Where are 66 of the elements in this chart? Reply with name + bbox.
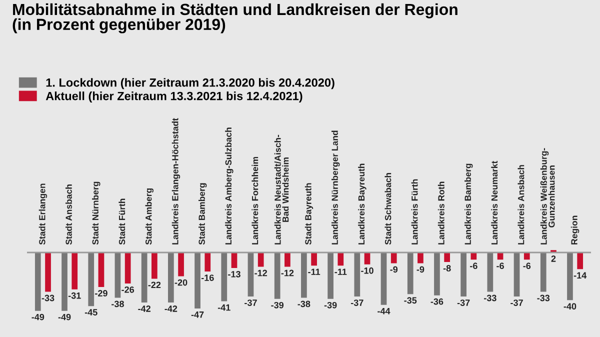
x-tick-label: Landkreis Ansbach [518,165,524,244]
data-label: -14 [574,272,587,278]
data-label: -16 [201,274,214,281]
data-label: -44 [378,308,390,314]
data-label: -29 [95,290,108,296]
data-label: -6 [523,262,531,270]
data-label: -36 [430,298,444,305]
data-label: -38 [112,300,124,308]
x-tick-label: Landkreis Fürth [411,179,418,244]
legend-label: 1. Lockdown (hier Zeitraum 21.3.2020 bis 20.4.2020) [46,78,334,90]
data-label: -11 [308,268,320,275]
x-tick-label: Region [570,216,580,244]
x-tick-label: Stadt Bayreuth [304,183,314,245]
data-label: -22 [148,282,161,288]
data-label: -12 [281,270,294,276]
x-tick-label: Stadt Erlangen [38,184,48,245]
chart-title: Mobilitätsabnahme in Städten und Landkreisen der Region (in Prozent gegenüber 2019) [12,3,458,34]
data-label: -42 [164,306,178,312]
data-label: -42 [138,306,150,312]
data-label: -39 [271,302,284,308]
x-tick-label: Landkreis Bayreuth [358,164,366,244]
data-label: -47 [191,312,204,318]
data-label: -33 [42,294,54,302]
x-tick-label: Stadt Ansbach [65,184,72,245]
x-tick-label: Landkreis Neumarkt [491,160,498,244]
x-tick-label: Stadt Bamberg [198,183,207,245]
data-label: -45 [84,309,98,316]
data-label: -35 [404,297,417,304]
data-label: -8 [443,265,451,272]
data-label: -9 [390,266,398,273]
data-label: -37 [244,300,257,306]
x-tick-label: Stadt Fürth [118,198,126,245]
data-label: 2 [551,256,556,262]
data-label: -39 [324,302,337,308]
data-label: -11 [334,268,347,275]
data-label: -10 [361,267,374,274]
data-label: -9 [416,266,424,273]
data-label: -33 [537,294,550,302]
data-label: -40 [564,303,576,310]
x-tick-label: Stadt Nürnberg [92,182,100,245]
data-label: -41 [218,304,230,311]
data-label: -37 [457,300,470,306]
data-label: -31 [68,292,81,299]
x-tick-label: Landkreis Forchheim [252,156,258,244]
x-tick-label: Landkreis Roth [438,182,444,244]
data-label: -38 [298,300,310,308]
x-tick-label: Landkreis Bamberg [464,164,473,244]
x-tick-label: Landkreis Nürnberger Land [332,130,340,244]
data-label: -13 [228,270,240,278]
x-tick-label: Stadt Schwabach [384,173,392,245]
data-label: -49 [58,314,71,320]
data-label: -49 [32,314,44,320]
data-label: -37 [510,300,523,306]
x-tick-label: Stadt Amberg [145,188,154,245]
data-label: -6 [496,262,504,270]
data-label: -33 [484,294,496,302]
x-tick-label: Landkreis Neustadt/Aisch- Bad Windsheim [274,134,289,244]
data-label: -12 [254,270,268,276]
x-tick-label: Landkreis Erlangen-Höchstadt [172,118,180,244]
data-label: -37 [350,300,364,306]
x-tick-label: Landkreis Amberg-Sulzbach [225,128,234,244]
data-label: -26 [122,286,134,293]
legend-label: Aktuell (hier Zeitraum 13.3.2021 bis 12.4.2021) [46,92,302,103]
data-label: -20 [174,279,188,286]
data-label: -6 [470,262,478,270]
x-tick-label: Landkreis Weißenburg- Gunzenhausen [540,148,555,244]
